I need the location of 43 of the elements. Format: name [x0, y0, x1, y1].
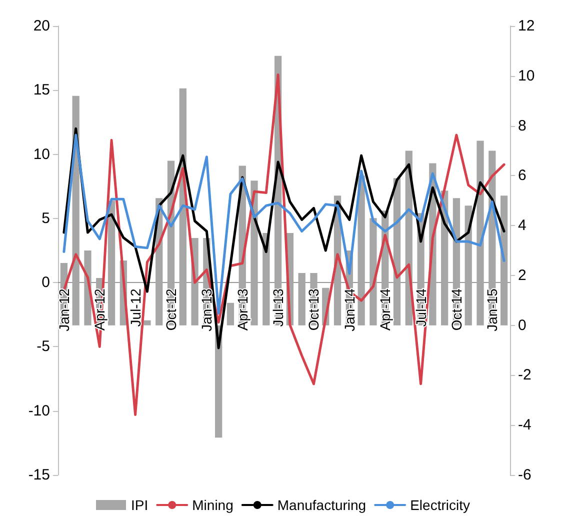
- y2-tick-label: -6: [518, 466, 532, 484]
- x-tick-label: Jan-13: [198, 288, 215, 332]
- y2-tick-label: -2: [518, 366, 532, 384]
- legend-label: Manufacturing: [277, 497, 366, 513]
- y2-tick-label: 10: [518, 67, 535, 84]
- bar: [476, 140, 484, 326]
- x-tick-label: Jan-14: [341, 288, 358, 332]
- y2-tick-label: 2: [518, 266, 526, 284]
- x-tick-label: Oct-12: [163, 288, 179, 331]
- x-tick-label: Apr-14: [377, 288, 394, 331]
- x-tick-label: Jan-12: [56, 288, 72, 332]
- y2-tick-label: 8: [518, 117, 526, 134]
- bar: [108, 200, 116, 326]
- y2-tick-label: 6: [518, 167, 526, 184]
- x-tick-label: Jan-15: [484, 288, 500, 332]
- y2-tick-label: 12: [518, 18, 535, 34]
- y-tick-label: 10: [33, 146, 50, 163]
- y-tick-label: 5: [42, 210, 50, 227]
- y-tick-label: 0: [42, 274, 50, 292]
- y-tick-label: -10: [28, 402, 50, 420]
- x-tick-label: Jul-14: [412, 288, 429, 327]
- y-tick-label: 15: [33, 82, 50, 99]
- y-tick-label: -15: [28, 466, 50, 484]
- legend-label: Mining: [192, 497, 234, 513]
- x-tick-label: Jul-12: [127, 288, 144, 327]
- bar: [144, 320, 151, 326]
- bar: [500, 196, 508, 326]
- x-tick-label: Oct-14: [448, 288, 464, 331]
- bar: [370, 218, 377, 326]
- legend-label: IPI: [131, 497, 148, 513]
- x-tick-label: Oct-13: [306, 288, 322, 331]
- y2-tick-label: -4: [518, 416, 532, 434]
- bar: [464, 206, 472, 326]
- x-tick-label: Apr-12: [92, 288, 108, 331]
- x-tick-label: Jul-13: [270, 288, 286, 327]
- y-tick-label: -5: [36, 338, 50, 356]
- x-tick-label: Apr-13: [234, 288, 250, 331]
- y2-tick-label: 4: [518, 217, 526, 234]
- y2-tick-label: 0: [518, 316, 526, 334]
- legend-label: Electricity: [410, 497, 470, 513]
- bar: [298, 272, 306, 326]
- y-tick-label: 20: [33, 18, 50, 34]
- bar: [226, 302, 234, 326]
